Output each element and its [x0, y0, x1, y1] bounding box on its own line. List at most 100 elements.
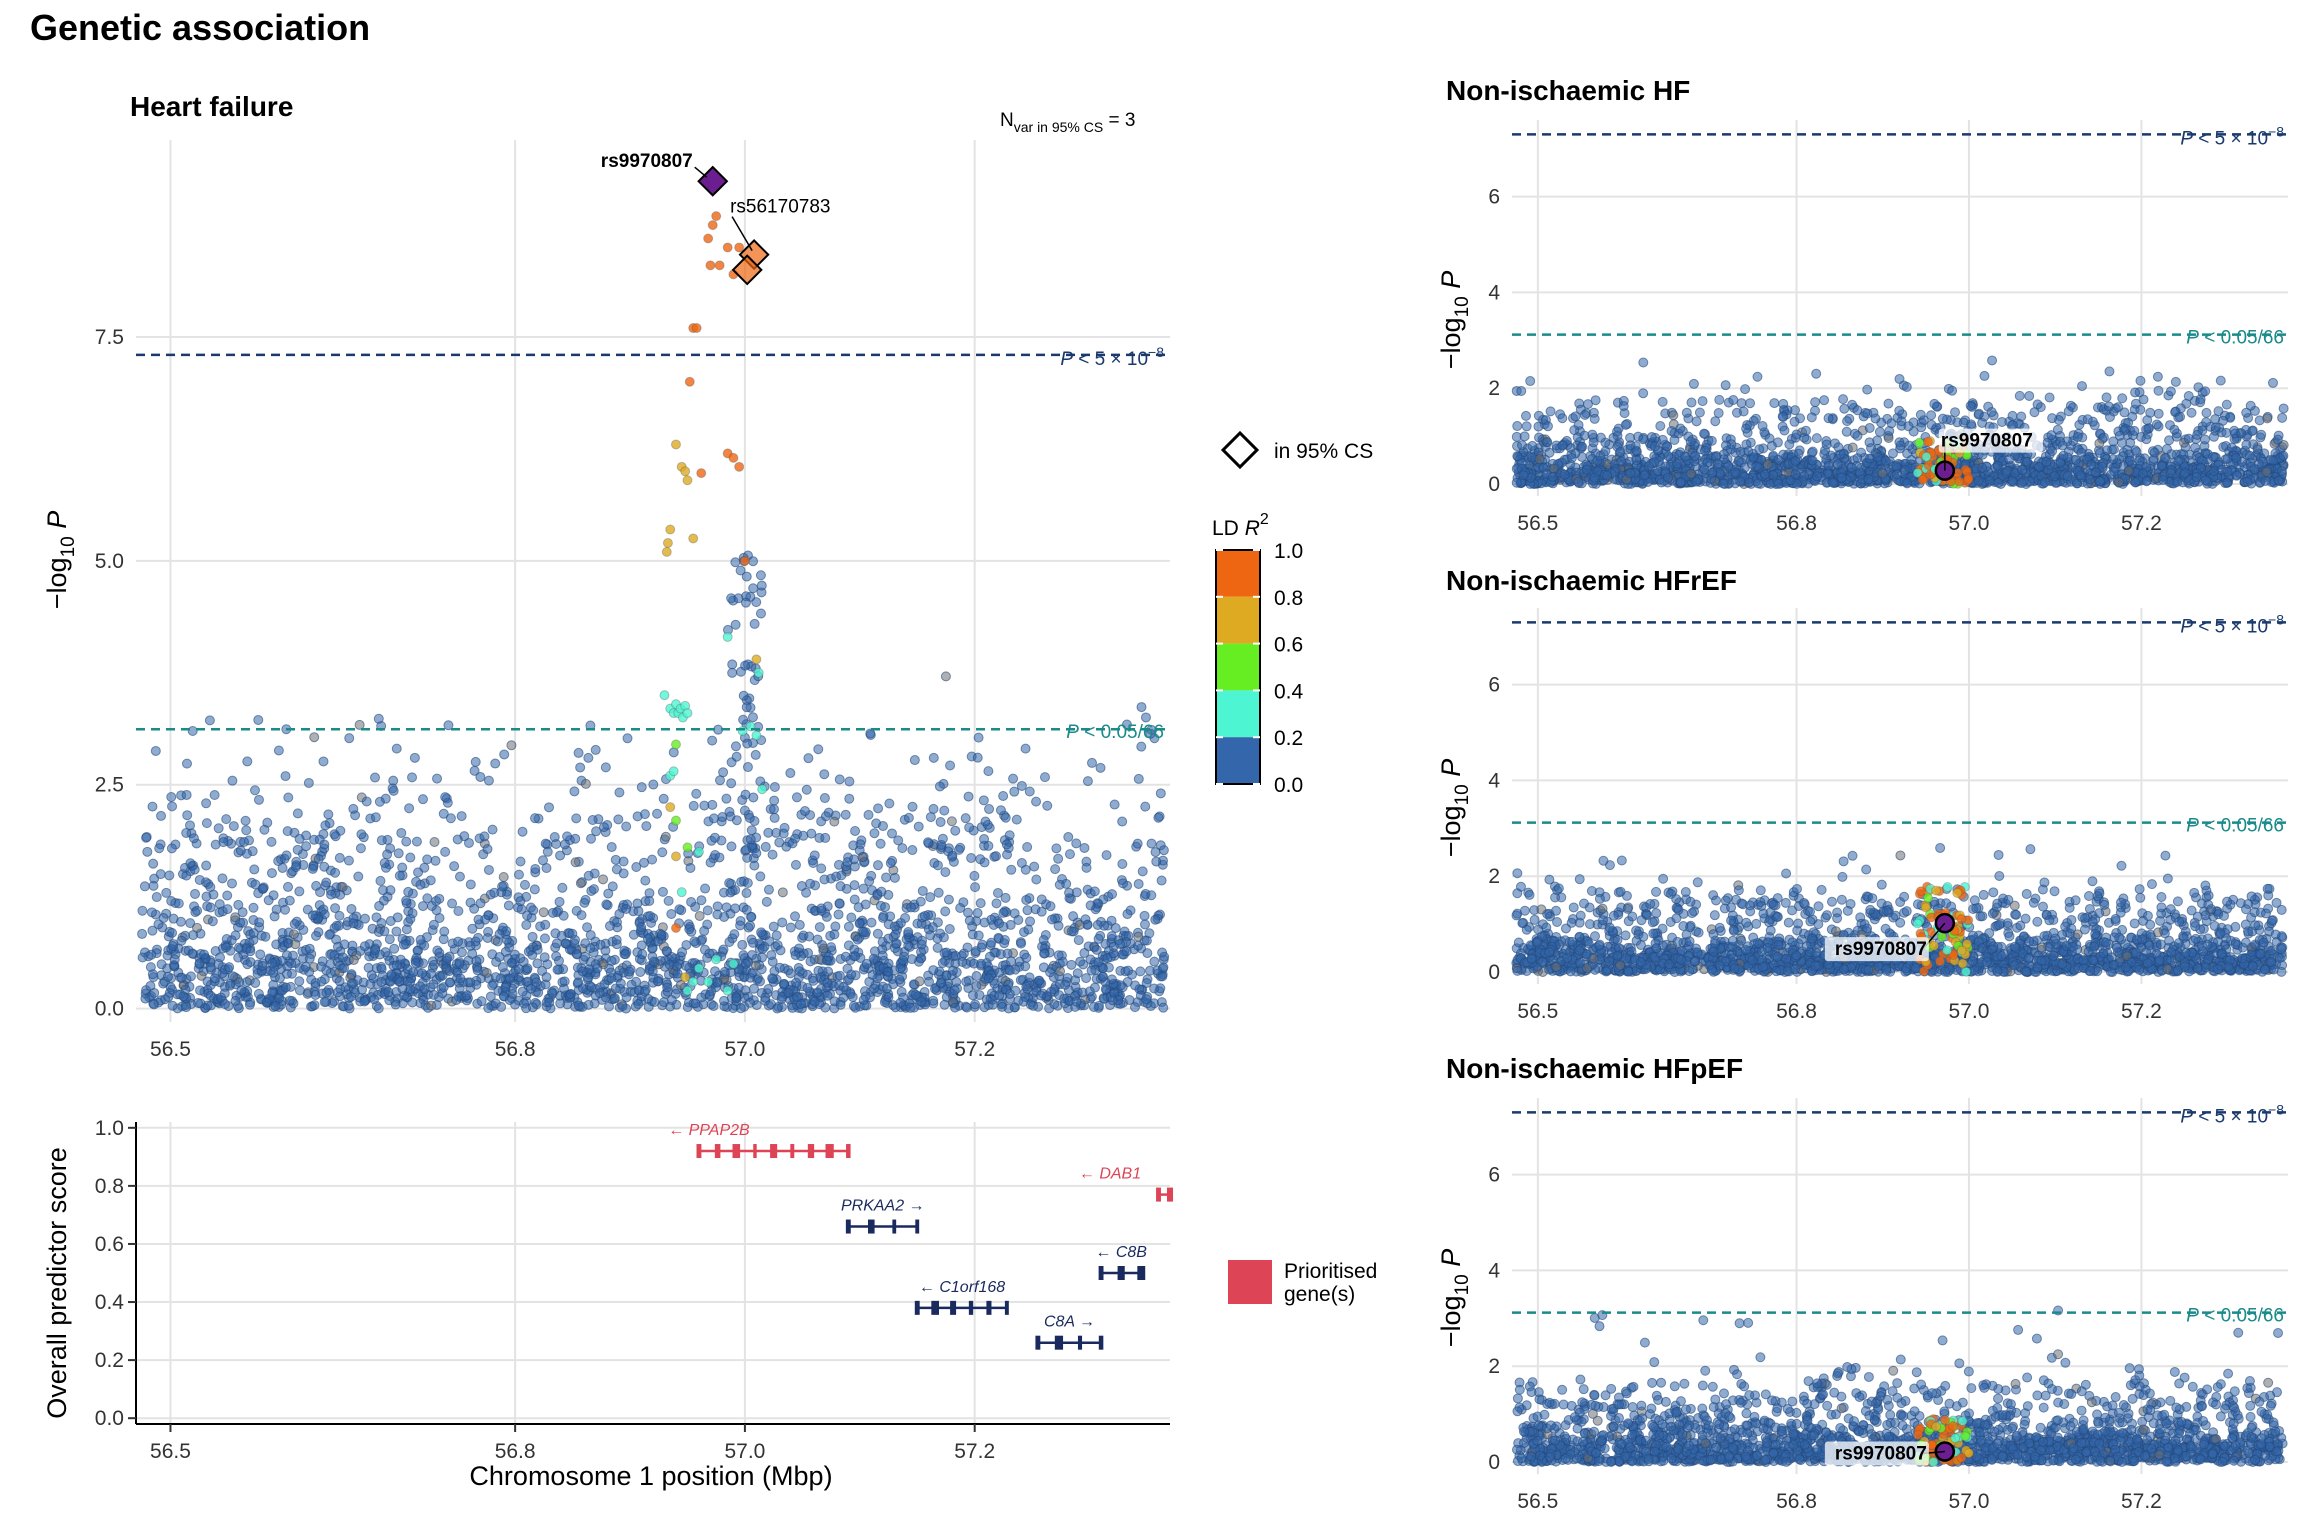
variant-point	[137, 952, 148, 963]
variant-point	[785, 768, 796, 779]
highlighted-variant-point	[714, 260, 725, 271]
variant-point	[733, 982, 744, 993]
variant-point	[547, 907, 558, 918]
variant-point	[369, 994, 380, 1005]
variant-point	[2210, 422, 2221, 433]
variant-point	[2156, 461, 2167, 472]
variant-point	[657, 886, 668, 897]
variant-point	[567, 928, 578, 939]
variant-point	[740, 789, 751, 800]
variant-label-rs56170783: rs56170783	[730, 197, 830, 218]
variant-point	[2101, 392, 2112, 403]
variant-point	[979, 857, 990, 868]
variant-point	[1101, 850, 1112, 861]
variant-point	[192, 922, 203, 933]
variant-point	[348, 803, 359, 814]
gene-exon	[1166, 1187, 1174, 1202]
variant-point	[465, 977, 476, 988]
variant-point	[1079, 842, 1090, 853]
x-tick-label: 56.8	[495, 1440, 536, 1463]
variant-point	[2130, 477, 2141, 488]
variant-point	[1671, 458, 1682, 469]
variant-point	[1686, 397, 1697, 408]
variant-point	[750, 960, 761, 971]
variant-point	[409, 752, 420, 763]
variant-point	[1053, 950, 1064, 961]
variant-point	[661, 946, 672, 957]
variant-point	[1146, 890, 1157, 901]
variant-point	[217, 873, 228, 884]
variant-point	[451, 995, 462, 1006]
variant-point	[2044, 392, 2055, 403]
gene-exon	[867, 1219, 875, 1234]
variant-point	[496, 1001, 507, 1012]
variant-point	[339, 963, 350, 974]
variant-point	[292, 844, 303, 855]
variant-point	[748, 937, 759, 948]
variant-point	[258, 883, 269, 894]
variant-point	[319, 861, 330, 872]
variant-point	[618, 868, 629, 879]
variant-point	[603, 888, 614, 899]
variant-point	[586, 833, 597, 844]
variant-point	[585, 930, 596, 941]
variant-point	[803, 753, 814, 764]
variant-point	[569, 786, 580, 797]
variant-point	[714, 852, 725, 863]
variant-point	[1533, 421, 1544, 432]
variant-point	[259, 824, 270, 835]
variant-point	[684, 924, 695, 935]
variant-point	[1095, 762, 1106, 773]
variant-point	[318, 756, 329, 767]
variant-point	[1720, 380, 1731, 391]
variant-point	[1718, 478, 1729, 489]
variant-point	[1073, 935, 1084, 946]
variant-point	[876, 886, 887, 897]
variant-point	[398, 939, 409, 950]
variant-point	[483, 775, 494, 786]
variant-point	[181, 827, 192, 838]
variant-point	[2094, 476, 2105, 487]
variant-point	[1092, 920, 1103, 931]
variant-point	[193, 997, 204, 1008]
variant-point	[595, 939, 606, 950]
variant-point	[245, 946, 256, 957]
variant-point	[407, 772, 418, 783]
variant-point	[419, 984, 430, 995]
variant-point	[1646, 432, 1657, 443]
y-tick-label: 0.0	[95, 998, 124, 1021]
variant-point	[1133, 878, 1144, 889]
variant-point	[820, 832, 831, 843]
variant-point	[2231, 470, 2242, 481]
variant-point	[1016, 780, 1027, 791]
variant-point	[718, 944, 729, 955]
variant-point	[2145, 407, 2156, 418]
highlighted-variant-point	[696, 468, 707, 479]
variant-point	[268, 979, 279, 990]
variant-point	[970, 882, 981, 893]
gene-exon	[950, 1300, 957, 1315]
variant-point	[357, 984, 368, 995]
variant-point	[403, 886, 414, 897]
variant-point	[1937, 413, 1948, 424]
variant-point	[833, 909, 844, 920]
variant-point	[785, 922, 796, 933]
variant-point	[755, 871, 766, 882]
variant-point	[1045, 901, 1056, 912]
variant-point	[359, 941, 370, 952]
variant-point	[346, 991, 357, 1002]
variant-point	[848, 1001, 859, 1012]
lead-variant-diamond	[697, 165, 729, 197]
variant-point	[281, 850, 292, 861]
variant-point	[840, 951, 851, 962]
y-tick-label: 5.0	[95, 550, 124, 573]
variant-point	[662, 982, 673, 993]
variant-point	[973, 732, 984, 743]
variant-point	[319, 997, 330, 1008]
variant-point	[1662, 472, 1673, 483]
variant-point	[401, 924, 412, 935]
variant-point	[301, 841, 312, 852]
variant-point	[1997, 416, 2008, 427]
variant-point	[756, 927, 767, 938]
variant-point	[822, 990, 833, 1001]
